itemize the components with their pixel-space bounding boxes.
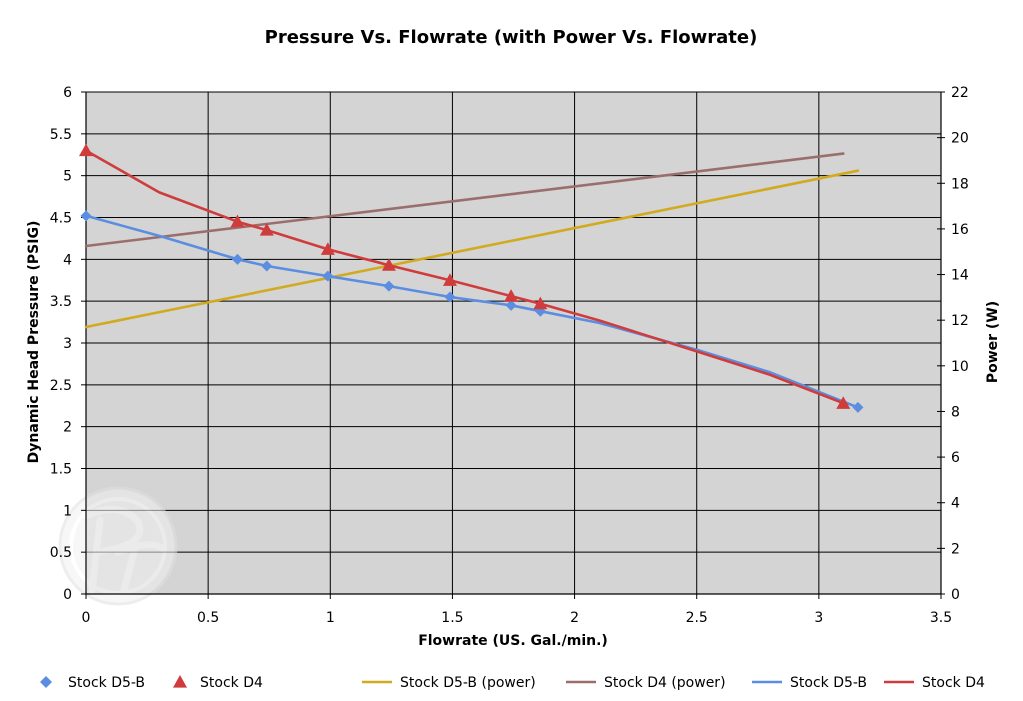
data-point-triangle [381, 258, 396, 271]
data-point-triangle [79, 143, 93, 157]
data-point-triangle [533, 296, 548, 310]
data-point-diamond [322, 270, 334, 282]
legend: Stock D5-B Stock D4 Stock D5-B (power) Stoc… [40, 675, 985, 691]
legend-label: Stock D5-B [68, 675, 145, 691]
x-axis-label: Flowrate (US. Gal./min.) [418, 633, 608, 649]
legend-marker-diamond [40, 676, 52, 688]
y-tick-label: 2.5 [50, 378, 72, 394]
y-tick-label: 1.5 [50, 462, 72, 478]
y-tick-label: 0 [63, 587, 72, 603]
y-tick-label: 4 [63, 252, 72, 268]
y-tick-label: 5 [63, 169, 72, 185]
data-point-diamond [383, 280, 395, 292]
x-tick-label: 1.5 [441, 610, 463, 626]
data-point-diamond [80, 210, 92, 222]
x-tick-label: 0 [82, 610, 91, 626]
series-layer [79, 143, 864, 413]
tick-labels: 00.511.522.533.544.555.56024681012141618… [50, 85, 969, 626]
legend-label: Stock D4 [200, 675, 263, 691]
y2-axis-label: Power (W) [985, 301, 1001, 383]
y-tick-label: 4.5 [50, 211, 72, 227]
y2-tick-label: 16 [951, 222, 969, 238]
series-line [84, 152, 845, 248]
y2-tick-label: 18 [951, 176, 969, 192]
y-tick-label: 1 [63, 503, 72, 519]
y-tick-label: 3.5 [50, 294, 72, 310]
data-point-triangle [259, 223, 274, 236]
data-point-triangle [442, 273, 457, 286]
y2-tick-label: 4 [951, 496, 960, 512]
x-tick-label: 1 [326, 610, 335, 626]
legend-marker-triangle [173, 675, 187, 688]
series-line [84, 169, 860, 329]
y-tick-label: 0.5 [50, 545, 72, 561]
x-tick-label: 3.5 [930, 610, 952, 626]
data-point-triangle [836, 396, 851, 409]
legend-label: Stock D4 [922, 675, 985, 691]
y2-tick-label: 12 [951, 313, 969, 329]
x-tick-label: 0.5 [197, 610, 219, 626]
x-tick-label: 2.5 [686, 610, 708, 626]
data-point-triangle [230, 214, 245, 228]
y2-tick-label: 20 [951, 131, 969, 147]
legend-label: Stock D5-B (power) [400, 675, 536, 691]
y-tick-label: 5.5 [50, 127, 72, 143]
data-point-triangle [504, 289, 519, 302]
y2-tick-label: 6 [951, 450, 960, 466]
x-tick-label: 2 [570, 610, 579, 626]
y2-tick-label: 0 [951, 587, 960, 603]
y-tick-label: 3 [63, 336, 72, 352]
chart-title: Pressure Vs. Flowrate (with Power Vs. Fl… [265, 27, 758, 48]
axes [81, 91, 945, 599]
y-axis-label: Dynamic Head Pressure (PSIG) [26, 221, 42, 464]
data-point-diamond [231, 253, 243, 265]
legend-label: Stock D5-B [790, 675, 867, 691]
y2-tick-label: 8 [951, 404, 960, 420]
y2-tick-label: 22 [951, 85, 969, 101]
y-tick-label: 2 [63, 420, 72, 436]
data-point-diamond [505, 299, 517, 311]
data-point-diamond [852, 401, 864, 413]
data-point-triangle [320, 242, 335, 255]
y2-tick-label: 10 [951, 359, 969, 375]
y2-tick-label: 14 [951, 268, 969, 284]
data-point-diamond [444, 291, 456, 303]
watermark-logo [58, 486, 178, 606]
data-point-diamond [261, 260, 273, 272]
legend-label: Stock D4 (power) [604, 675, 726, 691]
y2-tick-label: 2 [951, 541, 960, 557]
y-tick-label: 6 [63, 85, 72, 101]
x-tick-label: 3 [814, 610, 823, 626]
